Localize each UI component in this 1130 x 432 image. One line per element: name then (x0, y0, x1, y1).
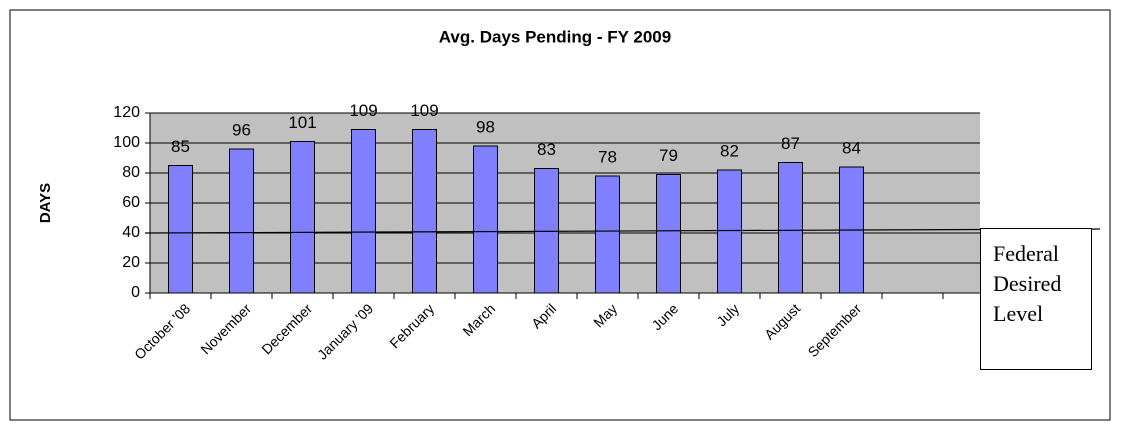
bar (717, 169, 742, 294)
y-tick-label: 40 (122, 224, 140, 241)
reference-label: Federal Desired Level (980, 228, 1092, 370)
data-label: 82 (720, 141, 739, 160)
data-label: 101 (288, 113, 316, 132)
chart-title: Avg. Days Pending - FY 2009 (439, 27, 671, 46)
bar (778, 162, 803, 294)
y-tick-label: 120 (113, 104, 140, 121)
data-label: 109 (349, 101, 377, 120)
data-label: 84 (842, 138, 861, 157)
y-tick-label: 0 (131, 284, 140, 301)
bar (168, 165, 193, 294)
bar (290, 141, 315, 294)
data-label: 78 (598, 147, 617, 166)
bar (595, 175, 620, 294)
y-tick-label: 80 (122, 164, 140, 181)
data-label: 79 (659, 146, 678, 165)
y-tick-label: 60 (122, 194, 140, 211)
bar (229, 148, 254, 294)
y-axis-label: DAYS (37, 183, 54, 223)
y-tick-label: 20 (122, 254, 140, 271)
reference-line (144, 228, 1101, 234)
data-label: 109 (410, 101, 438, 120)
y-tick-label: 100 (113, 134, 140, 151)
bar (473, 145, 498, 294)
bar (656, 174, 681, 294)
bar (412, 129, 437, 294)
data-label: 87 (781, 134, 800, 153)
bar (351, 129, 376, 294)
data-label: 83 (537, 140, 556, 159)
data-label: 98 (476, 117, 495, 136)
data-label: 85 (171, 137, 190, 156)
data-label: 96 (232, 120, 251, 139)
